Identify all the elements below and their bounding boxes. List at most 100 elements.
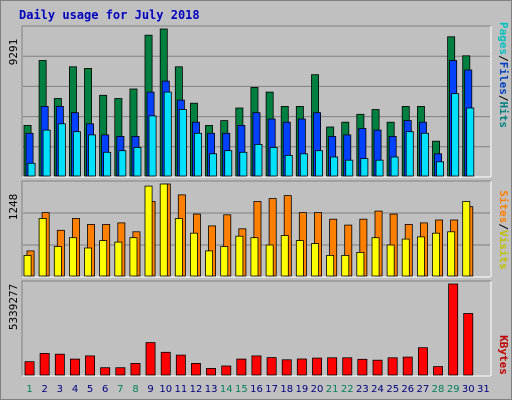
bar-sites-day-14 xyxy=(220,246,229,277)
day-label: 9 xyxy=(147,384,153,395)
bar-sites-day-29 xyxy=(447,231,456,277)
bar-pages-day-19 xyxy=(299,153,308,177)
legend-item: Files xyxy=(497,62,510,95)
bar-sites-day-9 xyxy=(144,185,153,277)
day-label: 10 xyxy=(159,384,172,395)
bar-pages-day-9 xyxy=(148,115,157,177)
bar-sites-day-24 xyxy=(371,237,380,277)
day-label: 27 xyxy=(417,384,430,395)
bar-pages-day-4 xyxy=(73,131,81,177)
bar-kbytes-day-3 xyxy=(54,353,65,376)
bar-sites-day-5 xyxy=(84,247,92,277)
bar-sites-day-10 xyxy=(159,183,168,277)
bar-kbytes-day-21 xyxy=(327,357,338,376)
day-label: 21 xyxy=(326,384,339,395)
bar-sites-day-21 xyxy=(326,254,335,277)
bar-kbytes-day-1 xyxy=(24,361,35,376)
bar-kbytes-day-20 xyxy=(312,357,323,376)
bar-pages-day-27 xyxy=(420,132,429,177)
bar-pages-day-26 xyxy=(405,131,414,177)
bar-pages-day-8 xyxy=(133,147,142,177)
bar-sites-day-30 xyxy=(462,201,471,277)
day-label: 5 xyxy=(87,384,93,395)
bar-kbytes-day-26 xyxy=(402,356,413,376)
bar-sites-day-22 xyxy=(341,254,350,277)
bar-sites-day-7 xyxy=(114,241,123,277)
bar-kbytes-day-14 xyxy=(221,365,232,376)
bottom-panel-bars xyxy=(24,283,474,376)
day-label: 7 xyxy=(117,384,123,395)
bar-kbytes-day-12 xyxy=(190,362,201,376)
day-label: 3 xyxy=(57,384,63,395)
legend-item: Sites xyxy=(497,190,510,223)
bar-kbytes-day-28 xyxy=(433,366,444,376)
bar-kbytes-day-18 xyxy=(281,359,292,376)
middle-max-label: 1248 xyxy=(7,194,20,221)
bar-sites-day-3 xyxy=(53,246,62,277)
legend-item: Hits xyxy=(497,102,510,129)
legend-item: Visits xyxy=(497,230,510,270)
day-label: 22 xyxy=(341,384,354,395)
day-label: 13 xyxy=(205,384,218,395)
bar-kbytes-day-23 xyxy=(357,358,368,376)
bar-pages-day-5 xyxy=(88,134,96,177)
bar-pages-day-24 xyxy=(375,159,384,177)
day-label: 29 xyxy=(447,384,460,395)
bar-sites-day-28 xyxy=(432,232,440,277)
bar-sites-day-23 xyxy=(356,251,365,277)
day-label: 25 xyxy=(386,384,399,395)
legend-item: Pages xyxy=(497,22,510,55)
bar-kbytes-day-24 xyxy=(372,359,383,376)
bar-pages-day-3 xyxy=(57,123,66,177)
day-label: 2 xyxy=(42,384,48,395)
bar-pages-day-21 xyxy=(330,156,339,177)
bar-sites-day-17 xyxy=(265,244,274,277)
legend-item: / xyxy=(497,95,510,102)
middle-legend: Sites/Visits xyxy=(497,190,510,270)
bar-pages-day-28 xyxy=(436,161,444,177)
bar-sites-day-16 xyxy=(250,237,259,277)
bar-pages-day-6 xyxy=(103,151,112,177)
bar-kbytes-day-19 xyxy=(296,358,307,376)
bar-pages-day-7 xyxy=(118,150,127,177)
bar-kbytes-day-11 xyxy=(175,354,186,376)
day-label: 8 xyxy=(132,384,138,395)
bottom-legend: KBytes xyxy=(497,335,510,375)
bar-sites-day-6 xyxy=(99,240,108,277)
bar-sites-day-26 xyxy=(401,238,410,277)
bar-sites-day-18 xyxy=(280,235,289,277)
bar-kbytes-day-9 xyxy=(145,342,156,376)
bar-kbytes-day-13 xyxy=(206,367,217,376)
day-label: 11 xyxy=(175,384,188,395)
bar-pages-day-16 xyxy=(254,143,263,177)
day-label: 31 xyxy=(477,384,490,395)
bar-kbytes-day-17 xyxy=(266,357,277,376)
day-label: 16 xyxy=(250,384,263,395)
bar-sites-day-4 xyxy=(69,237,77,277)
bar-kbytes-day-2 xyxy=(39,352,50,376)
bar-kbytes-day-16 xyxy=(251,355,262,376)
legend-item: / xyxy=(497,223,510,230)
bar-kbytes-day-22 xyxy=(342,357,353,376)
day-label: 12 xyxy=(190,384,203,395)
bar-pages-day-11 xyxy=(178,109,187,177)
bar-kbytes-day-4 xyxy=(70,358,80,376)
bar-sites-day-19 xyxy=(295,240,304,277)
day-label: 14 xyxy=(220,384,233,395)
bar-pages-day-10 xyxy=(163,91,172,177)
bar-pages-day-25 xyxy=(390,156,399,177)
bar-kbytes-day-29 xyxy=(448,283,459,376)
bar-kbytes-day-30 xyxy=(463,313,474,376)
bar-kbytes-day-8 xyxy=(130,362,141,376)
bar-pages-day-23 xyxy=(360,158,369,177)
day-label: 26 xyxy=(401,384,414,395)
middle-panel-bars xyxy=(23,183,474,277)
bar-sites-day-12 xyxy=(189,232,198,277)
bar-pages-day-22 xyxy=(345,159,354,177)
bar-kbytes-day-6 xyxy=(100,367,111,376)
bar-pages-day-17 xyxy=(269,147,278,177)
day-label: 17 xyxy=(265,384,278,395)
bar-pages-day-13 xyxy=(209,153,217,177)
bar-kbytes-day-7 xyxy=(115,367,126,376)
day-label: 28 xyxy=(432,384,445,395)
